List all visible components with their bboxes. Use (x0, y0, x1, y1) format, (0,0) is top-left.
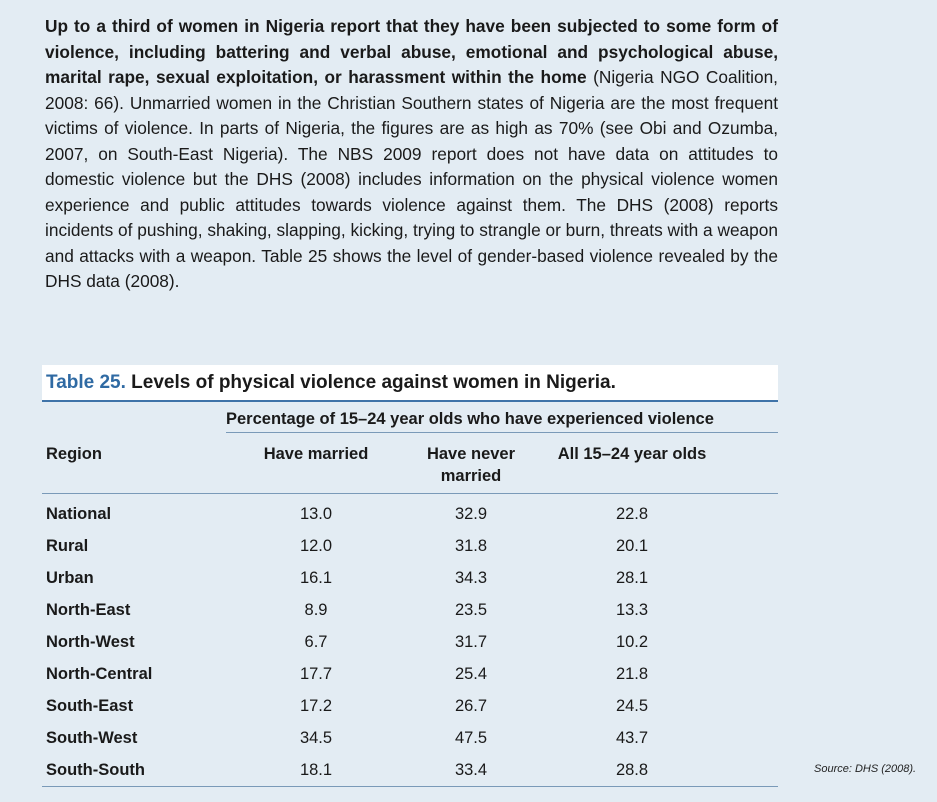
cell-married: 13.0 (299, 505, 333, 523)
cell-never-married: 25.4 (454, 665, 488, 683)
table-row: South-West 34.5 47.5 43.7 (42, 722, 778, 754)
table-title-text: Levels of physical violence against wome… (125, 372, 616, 393)
column-header-region: Region (46, 445, 102, 463)
cell-married: 6.7 (304, 633, 328, 651)
cell-never-married: 32.9 (454, 505, 488, 523)
table-number: Table 25. (46, 372, 126, 393)
table-row: South-East 17.2 26.7 24.5 (42, 690, 778, 722)
cell-married: 34.5 (299, 729, 333, 747)
cell-all: 28.8 (615, 761, 649, 779)
cell-all: 28.1 (615, 569, 649, 587)
table-row: North-East 8.9 23.5 13.3 (42, 594, 778, 626)
source-note: Source: DHS (2008). (814, 763, 917, 775)
cell-never-married: 33.4 (454, 761, 488, 779)
cell-all: 21.8 (615, 665, 649, 683)
cell-married: 8.9 (304, 601, 328, 619)
cell-never-married: 31.8 (454, 537, 488, 555)
cell-region: North-East (46, 601, 131, 619)
cell-never-married: 23.5 (454, 601, 488, 619)
cell-all: 24.5 (615, 697, 649, 715)
table-row: North-West 6.7 31.7 10.2 (42, 626, 778, 658)
cell-never-married: 31.7 (454, 633, 488, 651)
cell-married: 18.1 (299, 761, 333, 779)
cell-region: South-West (46, 729, 138, 747)
cell-never-married: 26.7 (454, 697, 488, 715)
cell-married: 17.2 (299, 697, 333, 715)
cell-region: Rural (46, 537, 89, 555)
table-row: National 13.0 32.9 22.8 (42, 498, 778, 530)
table-title: Table 25. Levels of physical violence ag… (42, 365, 778, 402)
column-group-label: Percentage of 15–24 year olds who have e… (226, 410, 714, 428)
column-group-rule (226, 432, 778, 433)
cell-region: Urban (46, 569, 94, 587)
intro-paragraph: Up to a third of women in Nigeria report… (45, 14, 778, 295)
cell-all: 43.7 (615, 729, 649, 747)
column-header-all: All 15–24 year olds (557, 445, 707, 463)
cell-region: South-South (46, 761, 145, 779)
column-header-row: Region Have married Have never married A… (42, 433, 778, 494)
column-group-spacer (42, 410, 226, 432)
cell-married: 16.1 (299, 569, 333, 587)
column-group-header: Percentage of 15–24 year olds who have e… (42, 402, 778, 432)
intro-bold-text: Up to a third of women in Nigeria report… (45, 16, 778, 87)
table-row: Rural 12.0 31.8 20.1 (42, 530, 778, 562)
violence-table: Table 25. Levels of physical violence ag… (42, 365, 778, 787)
cell-never-married: 47.5 (454, 729, 488, 747)
table-row: South-South 18.1 33.4 28.8 (42, 754, 778, 786)
column-header-never-married: Have never married (426, 445, 516, 485)
cell-region: South-East (46, 697, 134, 715)
intro-body-text: (Nigeria NGO Coalition, 2008: 66). Unmar… (45, 67, 778, 291)
cell-all: 20.1 (615, 537, 649, 555)
cell-married: 12.0 (299, 537, 333, 555)
column-header-married: Have married (263, 445, 369, 463)
cell-married: 17.7 (299, 665, 333, 683)
cell-all: 13.3 (615, 601, 649, 619)
cell-region: North-West (46, 633, 135, 651)
table-row: North-Central 17.7 25.4 21.8 (42, 658, 778, 690)
table-body: National 13.0 32.9 22.8 Rural 12.0 31.8 … (42, 494, 778, 787)
cell-all: 22.8 (615, 505, 649, 523)
cell-region: National (46, 505, 112, 523)
table-row: Urban 16.1 34.3 28.1 (42, 562, 778, 594)
cell-never-married: 34.3 (454, 569, 488, 587)
cell-all: 10.2 (615, 633, 649, 651)
cell-region: North-Central (46, 665, 153, 683)
